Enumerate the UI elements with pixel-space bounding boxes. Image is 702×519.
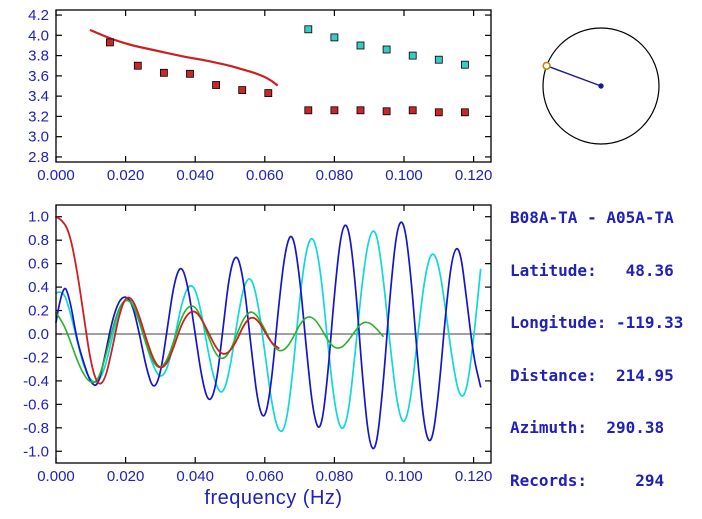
svg-text:4.0: 4.0 [28,27,49,44]
svg-text:3.8: 3.8 [28,48,49,65]
svg-text:3.4: 3.4 [28,88,49,105]
svg-text:0.4: 0.4 [28,279,49,296]
svg-text:0.120: 0.120 [455,167,493,184]
svg-text:-1.0: -1.0 [23,443,49,460]
svg-text:0.0: 0.0 [28,326,49,343]
svg-text:0.6: 0.6 [28,256,49,273]
svg-text:-0.4: -0.4 [23,373,49,390]
svg-text:0.8: 0.8 [28,232,49,249]
svg-text:3.6: 3.6 [28,68,49,85]
svg-text:-0.6: -0.6 [23,396,49,413]
svg-text:0.040: 0.040 [176,167,214,184]
longitude-line: Longitude: -119.33 [510,313,684,332]
svg-text:0.2: 0.2 [28,303,49,320]
svg-text:4.2: 4.2 [28,7,49,24]
svg-text:0.020: 0.020 [107,468,145,485]
x-axis-label: frequency (Hz) [204,487,343,509]
svg-text:0.080: 0.080 [316,468,354,485]
group-velocity-chart: 0.000 0.020 0.040 0.060 0.080 0.100 0.120 2.8 3.… [28,7,493,184]
svg-text:0.040: 0.040 [176,468,214,485]
waveform-chart: 0.000 0.020 0.040 0.060 0.080 0.100 0.120 -1.0 -… [23,204,493,485]
svg-text:1.0: 1.0 [28,209,49,226]
svg-text:0.020: 0.020 [107,167,145,184]
svg-text:2.8: 2.8 [28,149,49,166]
station-pair-title: B08A-TA - A05A-TA [510,208,674,227]
svg-text:0.060: 0.060 [246,167,284,184]
svg-text:3.2: 3.2 [28,108,49,125]
svg-text:0.100: 0.100 [385,468,423,485]
svg-text:0.120: 0.120 [455,468,493,485]
records-line: Records: 294 [510,470,665,490]
svg-text:-0.8: -0.8 [23,420,49,437]
distance-line: Distance: 214.95 [510,365,674,385]
latitude-line: Latitude: 48.36 [510,260,674,280]
svg-text:0.080: 0.080 [316,167,354,184]
svg-text:0.100: 0.100 [385,167,423,184]
azimuth-line: Azimuth: 290.38 [510,418,665,437]
svg-text:-0.2: -0.2 [23,349,49,366]
svg-text:0.000: 0.000 [37,167,75,184]
station-info-panel: B08A-TA - A05A-TA Latitude: 48.36 Longit… [510,174,683,519]
svg-text:0.060: 0.060 [246,468,284,485]
azimuth-compass [542,27,660,145]
svg-text:3.0: 3.0 [28,129,49,146]
svg-text:0.000: 0.000 [37,468,75,485]
